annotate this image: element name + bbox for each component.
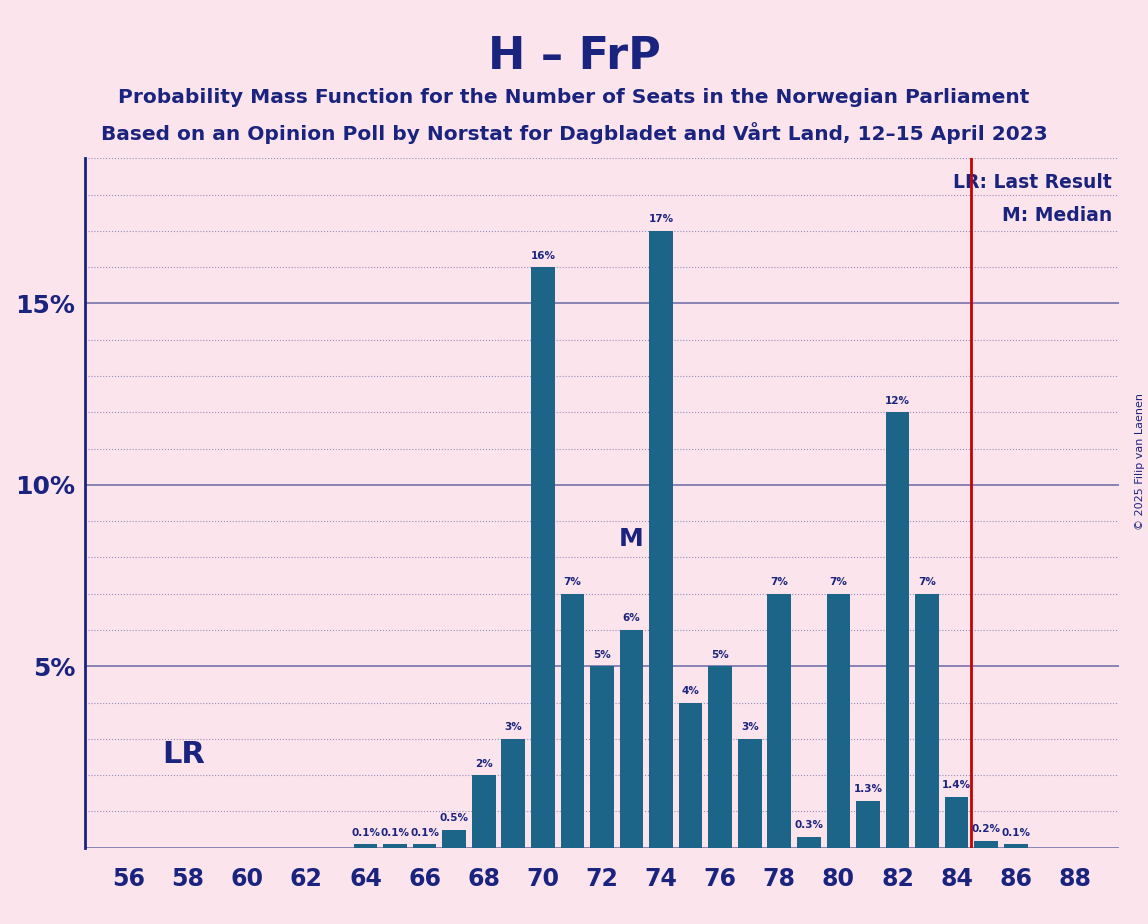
Bar xyxy=(975,841,998,848)
Text: M: M xyxy=(619,528,644,552)
Text: 3%: 3% xyxy=(740,723,759,733)
Text: 0.3%: 0.3% xyxy=(794,821,823,831)
Bar xyxy=(532,267,554,848)
Bar xyxy=(768,594,791,848)
Bar xyxy=(708,666,732,848)
Bar xyxy=(856,800,879,848)
Text: 6%: 6% xyxy=(622,614,641,624)
Bar xyxy=(502,739,525,848)
Text: 3%: 3% xyxy=(504,723,522,733)
Bar xyxy=(886,412,909,848)
Bar xyxy=(650,231,673,848)
Text: Probability Mass Function for the Number of Seats in the Norwegian Parliament: Probability Mass Function for the Number… xyxy=(118,88,1030,107)
Text: 0.1%: 0.1% xyxy=(1001,828,1030,838)
Bar xyxy=(797,837,821,848)
Text: 7%: 7% xyxy=(918,578,936,587)
Text: 1.3%: 1.3% xyxy=(853,784,883,794)
Text: 5%: 5% xyxy=(712,650,729,660)
Text: H – FrP: H – FrP xyxy=(488,35,660,79)
Bar xyxy=(738,739,761,848)
Bar xyxy=(1004,845,1027,848)
Bar xyxy=(472,775,496,848)
Text: M: Median: M: Median xyxy=(1002,206,1112,225)
Bar xyxy=(413,845,436,848)
Bar xyxy=(945,797,969,848)
Text: © 2025 Filip van Laenen: © 2025 Filip van Laenen xyxy=(1135,394,1145,530)
Bar xyxy=(560,594,584,848)
Text: 5%: 5% xyxy=(594,650,611,660)
Text: 17%: 17% xyxy=(649,214,674,225)
Text: 0.5%: 0.5% xyxy=(440,813,468,823)
Bar xyxy=(354,845,378,848)
Text: LR: Last Result: LR: Last Result xyxy=(953,174,1112,192)
Text: 0.1%: 0.1% xyxy=(351,828,380,838)
Bar xyxy=(590,666,614,848)
Text: LR: LR xyxy=(162,740,205,769)
Text: Based on an Opinion Poll by Norstat for Dagbladet and Vårt Land, 12–15 April 202: Based on an Opinion Poll by Norstat for … xyxy=(101,122,1047,144)
Text: 12%: 12% xyxy=(885,395,910,406)
Text: 7%: 7% xyxy=(564,578,581,587)
Text: 0.1%: 0.1% xyxy=(381,828,410,838)
Text: 2%: 2% xyxy=(475,759,492,769)
Bar xyxy=(915,594,939,848)
Bar xyxy=(383,845,406,848)
Bar xyxy=(442,830,466,848)
Text: 7%: 7% xyxy=(770,578,789,587)
Bar xyxy=(620,630,643,848)
Bar xyxy=(827,594,851,848)
Text: 1.4%: 1.4% xyxy=(943,781,971,790)
Text: 0.1%: 0.1% xyxy=(410,828,440,838)
Text: 0.2%: 0.2% xyxy=(971,824,1001,834)
Text: 4%: 4% xyxy=(682,686,699,696)
Bar xyxy=(678,702,703,848)
Text: 16%: 16% xyxy=(530,250,556,261)
Text: 7%: 7% xyxy=(830,578,847,587)
